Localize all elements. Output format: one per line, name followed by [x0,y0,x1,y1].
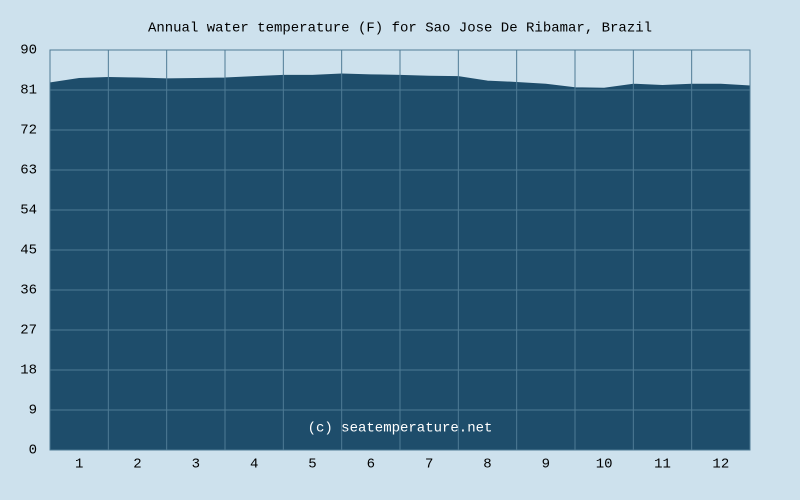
y-tick-label: 72 [20,123,37,139]
annotation: (c) seatemperature.net [308,421,493,437]
x-tick-label: 4 [250,457,258,473]
x-tick-label: 9 [542,457,550,473]
x-tick-label: 5 [308,457,316,473]
y-tick-label: 36 [20,283,37,299]
y-tick-label: 9 [29,403,37,419]
x-tick-label: 2 [133,457,141,473]
y-tick-label: 18 [20,363,37,379]
x-tick-label: 6 [367,457,375,473]
x-tick-label: 10 [596,457,613,473]
y-tick-label: 45 [20,243,37,259]
x-tick-label: 11 [654,457,671,473]
y-tick-label: 54 [20,203,37,219]
y-tick-label: 90 [20,43,37,59]
plot-border [49,49,751,451]
x-tick-label: 8 [483,457,491,473]
x-tick-label: 7 [425,457,433,473]
x-tick-label: 1 [75,457,83,473]
y-tick-label: 27 [20,323,37,339]
y-tick-label: 63 [20,163,37,179]
chart-title: Annual water temperature (F) for Sao Jos… [148,21,652,37]
y-tick-label: 0 [29,443,37,459]
y-tick-label: 81 [20,83,37,99]
x-tick-label: 12 [712,457,729,473]
x-tick-label: 3 [192,457,200,473]
